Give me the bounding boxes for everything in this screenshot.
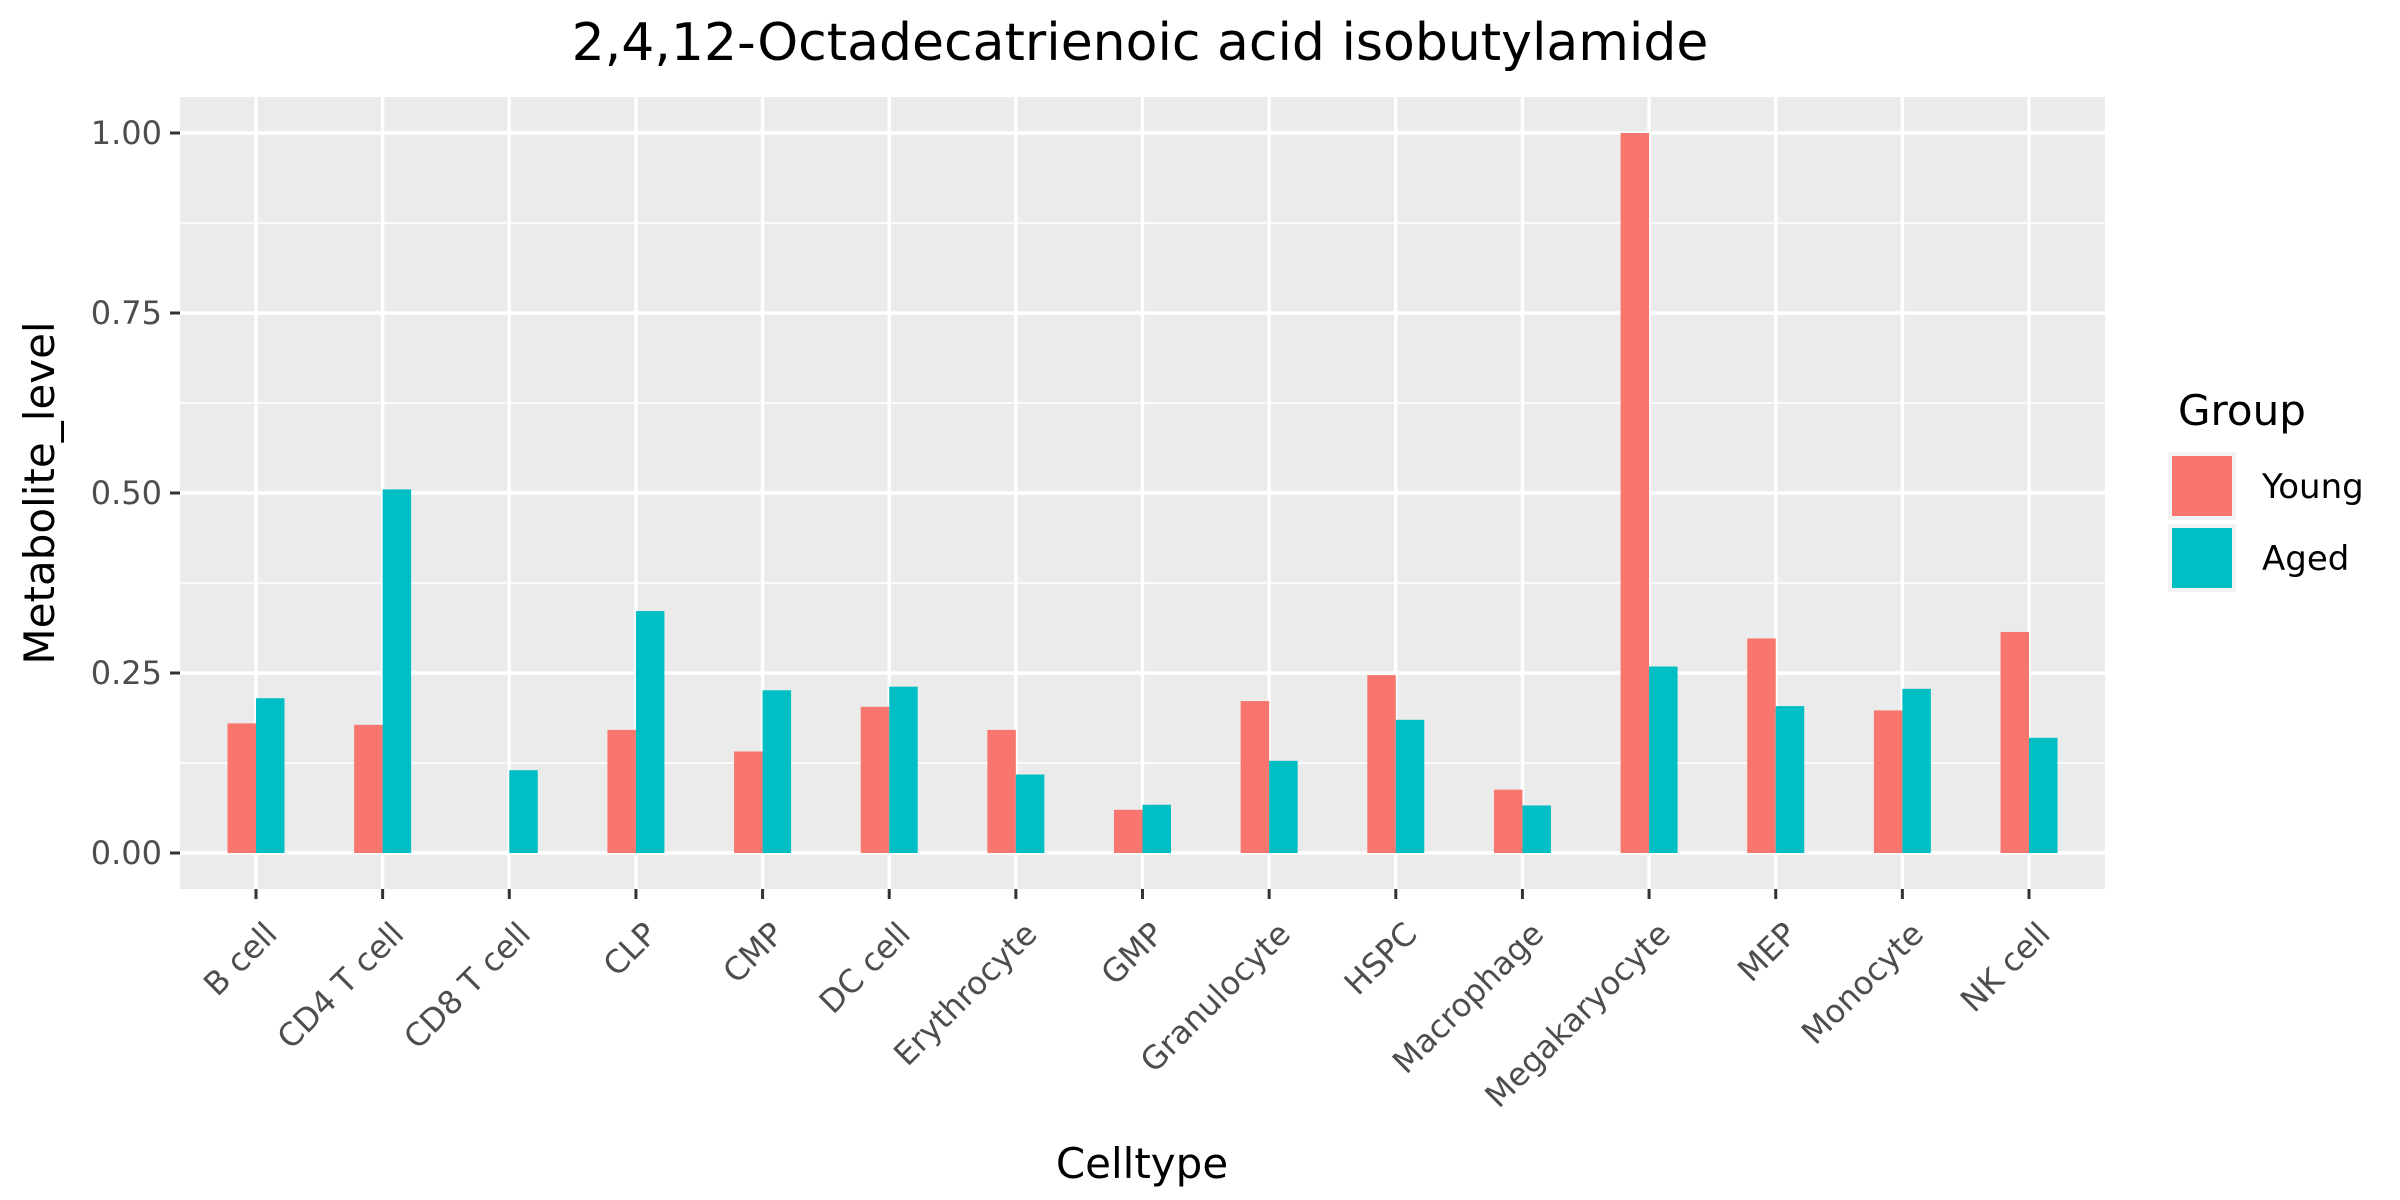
bar-young-erythrocyte [987,729,1016,853]
x-tick-label: CD4 T cell [270,915,412,1057]
y-axis: 0.00 0.25 0.50 0.75 1.00 [91,114,180,872]
legend: Group Young Aged [2168,386,2364,592]
legend-label-aged: Aged [2262,539,2349,579]
x-tick-label: CMP [715,915,791,991]
bar-aged-nk-cell [2029,737,2058,853]
bar-aged-hspc [1395,719,1425,853]
bar-aged-b-cell [255,698,285,853]
bar-young-clp [607,729,636,853]
x-tick-label: B cell [196,915,285,1004]
y-tick-label: 0.75 [91,294,162,332]
x-tick-label: CLP [596,915,665,984]
x-tick-label: CD8 T cell [396,915,538,1057]
bar-aged-granulocyte [1269,760,1298,853]
x-axis-title: Celltype [1056,1139,1228,1188]
x-tick-label: HSPC [1337,915,1425,1003]
x-tick-label: Monocyte [1794,915,1931,1052]
legend-key-young [2172,456,2232,516]
bar-aged-dc-cell [889,686,918,853]
bar-young-dc-cell [860,706,890,853]
y-axis-title: Metabolite_level [15,321,64,664]
bar-aged-cd8-t-cell [509,770,538,853]
bar-young-granulocyte [1240,701,1270,853]
y-tick-label: 0.00 [91,834,162,872]
bar-aged-mep [1775,706,1805,853]
bar-young-hspc [1367,675,1396,853]
y-tick-label: 0.50 [91,474,162,512]
bar-aged-cmp [762,690,792,853]
legend-title: Group [2178,386,2306,435]
bar-young-gmp [1114,809,1143,853]
bar-young-cmp [734,751,763,853]
bars [227,133,2058,853]
legend-key-aged [2172,528,2232,588]
x-tick-label: MEP [1730,915,1804,989]
legend-label-young: Young [2261,467,2364,507]
bar-aged-cd4-t-cell [382,489,412,853]
bar-young-b-cell [227,723,256,853]
y-tick-label: 1.00 [91,114,162,152]
y-tick-label: 0.25 [91,654,162,692]
x-tick-label: DC cell [812,915,918,1021]
bar-aged-monocyte [1902,688,1931,853]
bar-young-nk-cell [2000,631,2030,853]
bar-aged-clp [635,611,665,853]
bar-aged-gmp [1142,804,1171,853]
bar-aged-megakaryocyte [1649,666,1678,853]
bar-aged-erythrocyte [1015,774,1045,853]
bar-young-monocyte [1873,710,1903,853]
bar-aged-macrophage [1522,805,1551,853]
bar-young-megakaryocyte [1620,133,1650,853]
bar-young-mep [1747,638,1776,853]
chart-title: 2,4,12-Octadecatrienoic acid isobutylami… [572,13,1709,73]
bar-young-macrophage [1493,789,1523,853]
bar-young-cd4-t-cell [354,724,383,853]
x-tick-label: GMP [1094,915,1172,993]
x-tick-label: NK cell [1953,915,2058,1020]
